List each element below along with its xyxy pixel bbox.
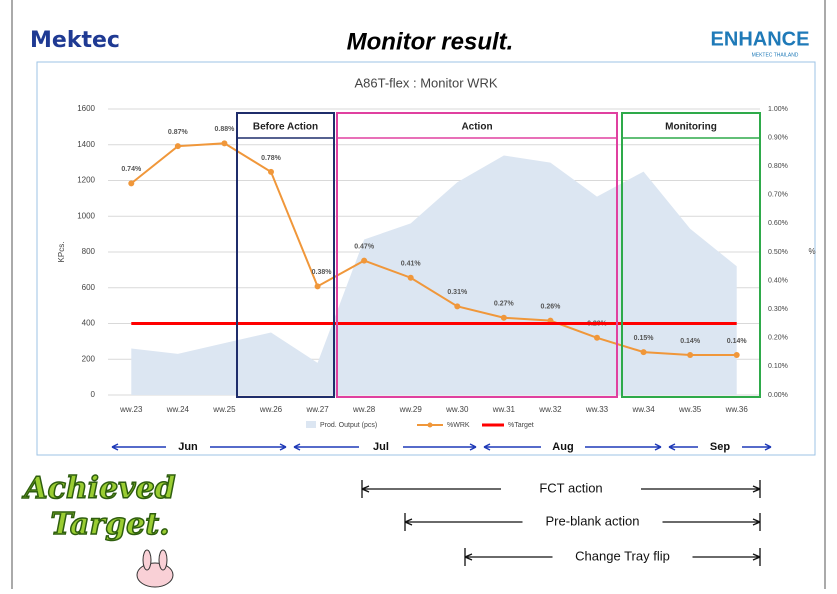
x-tick-label: ww.32 (538, 405, 562, 414)
point (734, 352, 740, 358)
data-label: 0.26% (540, 303, 561, 310)
x-tick-label: ww.24 (166, 405, 190, 414)
point (221, 140, 227, 146)
y-tick-label: 800 (82, 247, 96, 256)
chart-title: A86T-flex : Monitor WRK (354, 75, 497, 90)
point (408, 275, 414, 281)
annotation-label: Before Action (253, 122, 318, 133)
y-tick-label: 200 (82, 354, 96, 363)
y-tick-label: 1200 (77, 176, 95, 185)
data-label: 0.88% (214, 126, 235, 133)
page: Mektec Monitor result. ENHANCE MEKTEC TH… (0, 0, 837, 594)
area (131, 155, 736, 395)
x-tick-label: ww.23 (119, 405, 143, 414)
y2-tick-label: 0.50% (768, 249, 788, 256)
data-label: 0.41% (401, 261, 422, 268)
data-label: 0.14% (680, 338, 701, 345)
y2-tick-label: 0.80% (768, 163, 788, 170)
annotation-label: Monitoring (665, 122, 717, 133)
point (501, 315, 507, 321)
data-label: 0.78% (261, 155, 282, 162)
y2-tick-label: 0.60% (768, 220, 788, 227)
badge-line: Target. (50, 507, 169, 542)
legend-swatch (428, 423, 433, 428)
point (594, 335, 600, 341)
data-label: 0.14% (727, 338, 748, 345)
x-tick-label: ww.25 (212, 405, 236, 414)
x-tick-label: ww.27 (305, 405, 329, 414)
x-tick-label: ww.34 (631, 405, 655, 414)
x-tick-label: ww.35 (678, 405, 702, 414)
y-tick-label: 1400 (77, 140, 95, 149)
action-label: Change Tray flip (575, 548, 670, 563)
x-tick-label: ww.31 (492, 405, 516, 414)
point (454, 303, 460, 309)
data-label: 0.15% (634, 335, 655, 342)
x-tick-label: ww.26 (259, 405, 283, 414)
logo-right: ENHANCE (711, 28, 810, 50)
legend-label: %WRK (447, 422, 470, 429)
legend-swatch (306, 421, 316, 428)
y-axis-title: KPcs. (57, 242, 66, 263)
y2-tick-label: 1.00% (768, 106, 788, 113)
data-label: 0.31% (447, 289, 468, 296)
month-label: Sep (710, 441, 730, 453)
point (268, 169, 274, 175)
y2-axis-title: % (808, 247, 815, 256)
annotation-label: Action (461, 122, 492, 133)
y2-tick-label: 0.00% (768, 392, 788, 399)
y2-tick-label: 0.90% (768, 134, 788, 141)
point (361, 258, 367, 264)
point (641, 349, 647, 355)
x-tick-label: ww.28 (352, 405, 376, 414)
y2-tick-label: 0.70% (768, 192, 788, 199)
legend-label: %Target (508, 422, 534, 429)
x-tick-label: ww.29 (399, 405, 423, 414)
y2-tick-label: 0.40% (768, 277, 788, 284)
logo-left: Mektec (30, 28, 120, 53)
slide-title: Monitor result. (347, 28, 514, 55)
point (175, 143, 181, 149)
data-label: 0.87% (168, 129, 189, 136)
x-tick-label: ww.33 (585, 405, 609, 414)
bunny-icon (137, 550, 173, 587)
y-tick-label: 1600 (77, 104, 95, 113)
data-label: 0.27% (494, 301, 515, 308)
point (687, 352, 693, 358)
y-tick-label: 600 (82, 283, 96, 292)
point (128, 180, 134, 186)
point (315, 283, 321, 289)
slide: Mektec Monitor result. ENHANCE MEKTEC TH… (0, 0, 837, 589)
y2-tick-label: 0.20% (768, 335, 788, 342)
y-tick-label: 0 (91, 390, 96, 399)
plot: 0 200 400 600 800 1000 1200 1400 1600 0.00% 0.10% 0… (77, 104, 788, 453)
legend-label: Prod. Output (pcs) (320, 422, 377, 429)
month-arrow (112, 444, 286, 450)
data-label: 0.38% (312, 269, 333, 276)
logo-right-sub: MEKTEC THAILAND (752, 52, 799, 58)
action-label: FCT action (539, 480, 602, 495)
data-label: 0.47% (354, 243, 375, 250)
x-tick-label: ww.30 (445, 405, 469, 414)
x-tick-label: ww.36 (725, 405, 749, 414)
y2-tick-label: 0.10% (768, 363, 788, 370)
data-label: 0.74% (121, 166, 142, 173)
badge-line: Achieved (21, 471, 175, 506)
action-label: Pre-blank action (546, 513, 640, 528)
month-label: Jun (178, 441, 198, 453)
y-tick-label: 400 (82, 319, 96, 328)
y-tick-label: 1000 (77, 211, 95, 220)
month-label: Aug (552, 441, 573, 453)
y2-tick-label: 0.30% (768, 306, 788, 313)
month-label: Jul (373, 441, 389, 453)
